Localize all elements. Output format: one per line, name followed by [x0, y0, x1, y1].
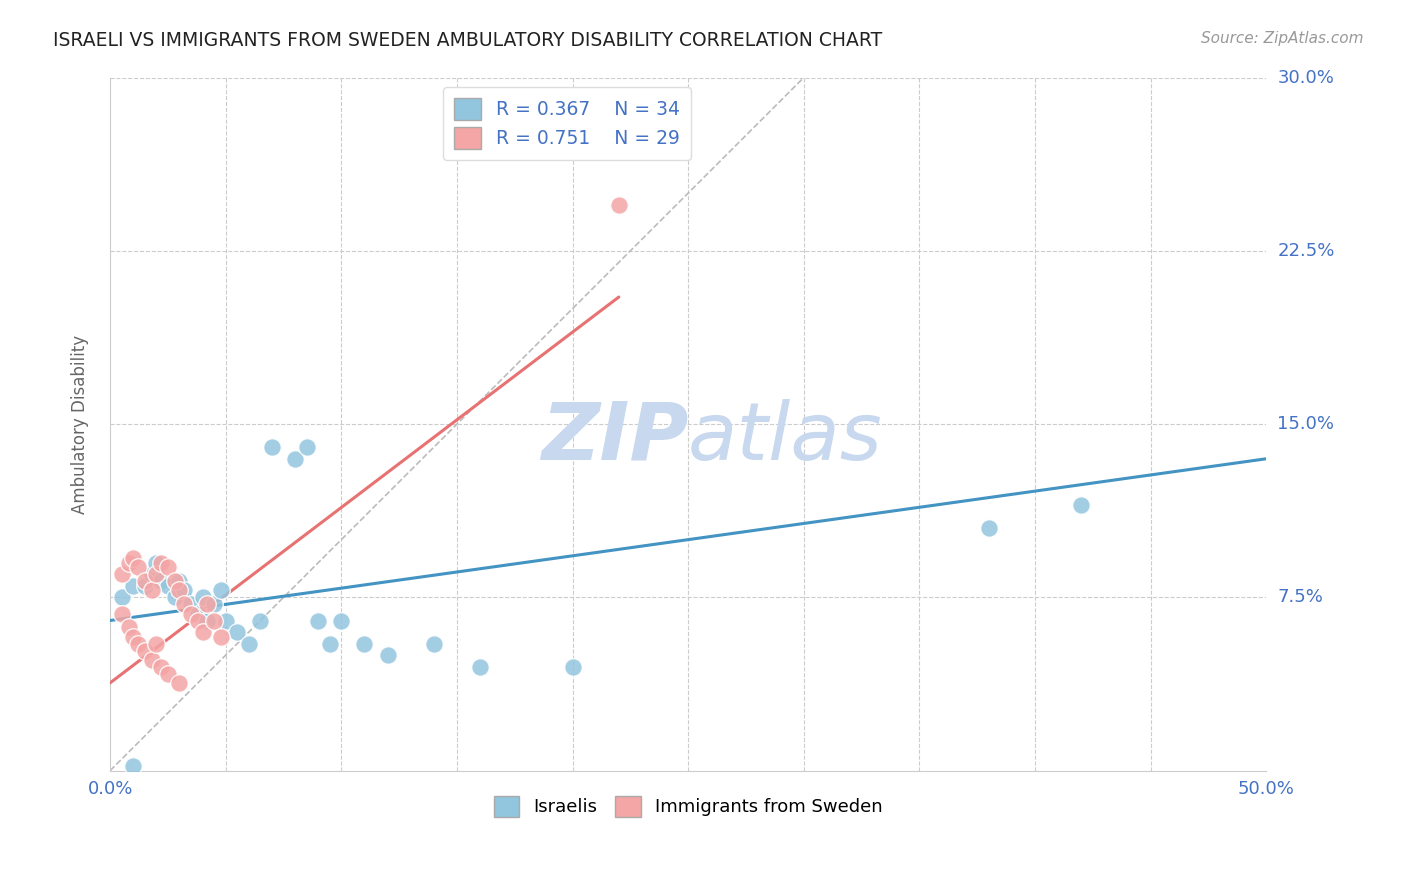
Point — [169, 574, 191, 589]
Point — [180, 598, 202, 612]
Point — [202, 614, 225, 628]
Point — [187, 607, 209, 621]
Y-axis label: Ambulatory Disability: Ambulatory Disability — [72, 334, 89, 514]
Point — [353, 637, 375, 651]
Point — [173, 598, 195, 612]
Text: ISRAELI VS IMMIGRANTS FROM SWEDEN AMBULATORY DISABILITY CORRELATION CHART: ISRAELI VS IMMIGRANTS FROM SWEDEN AMBULA… — [53, 31, 883, 50]
Point — [607, 197, 630, 211]
Point — [156, 666, 179, 681]
Point — [127, 637, 149, 651]
Point — [169, 676, 191, 690]
Point — [122, 759, 145, 773]
Text: 30.0%: 30.0% — [1278, 69, 1334, 87]
Point — [122, 579, 145, 593]
Point — [330, 614, 353, 628]
Point — [117, 620, 139, 634]
Point — [156, 579, 179, 593]
Point — [163, 574, 186, 589]
Text: 7.5%: 7.5% — [1278, 589, 1323, 607]
Point — [141, 583, 163, 598]
Point — [141, 653, 163, 667]
Point — [134, 579, 156, 593]
Point — [195, 614, 218, 628]
Point — [149, 659, 172, 673]
Point — [468, 659, 491, 673]
Point — [209, 583, 232, 598]
Point — [134, 574, 156, 589]
Point — [169, 583, 191, 598]
Text: atlas: atlas — [688, 399, 883, 477]
Point — [226, 625, 249, 640]
Point — [156, 560, 179, 574]
Point — [117, 556, 139, 570]
Point — [122, 630, 145, 644]
Legend: Israelis, Immigrants from Sweden: Israelis, Immigrants from Sweden — [486, 789, 890, 824]
Point — [215, 614, 238, 628]
Point — [209, 630, 232, 644]
Point — [187, 614, 209, 628]
Point — [180, 607, 202, 621]
Point — [173, 583, 195, 598]
Point — [423, 637, 446, 651]
Point — [191, 591, 214, 605]
Point — [191, 625, 214, 640]
Point — [145, 556, 167, 570]
Point — [122, 551, 145, 566]
Point — [260, 440, 283, 454]
Point — [1070, 498, 1092, 512]
Text: 15.0%: 15.0% — [1278, 415, 1334, 434]
Point — [111, 591, 134, 605]
Point — [377, 648, 399, 662]
Text: ZIP: ZIP — [541, 399, 688, 477]
Point — [977, 521, 1000, 535]
Point — [145, 567, 167, 582]
Point — [134, 643, 156, 657]
Point — [202, 598, 225, 612]
Point — [307, 614, 329, 628]
Point — [145, 637, 167, 651]
Point — [561, 659, 583, 673]
Text: 22.5%: 22.5% — [1278, 242, 1334, 260]
Point — [284, 451, 307, 466]
Point — [141, 567, 163, 582]
Point — [111, 567, 134, 582]
Point — [149, 556, 172, 570]
Point — [249, 614, 271, 628]
Point — [238, 637, 260, 651]
Point — [111, 607, 134, 621]
Point — [295, 440, 318, 454]
Point — [319, 637, 342, 651]
Point — [127, 560, 149, 574]
Point — [195, 598, 218, 612]
Text: Source: ZipAtlas.com: Source: ZipAtlas.com — [1201, 31, 1364, 46]
Point — [149, 574, 172, 589]
Point — [163, 591, 186, 605]
